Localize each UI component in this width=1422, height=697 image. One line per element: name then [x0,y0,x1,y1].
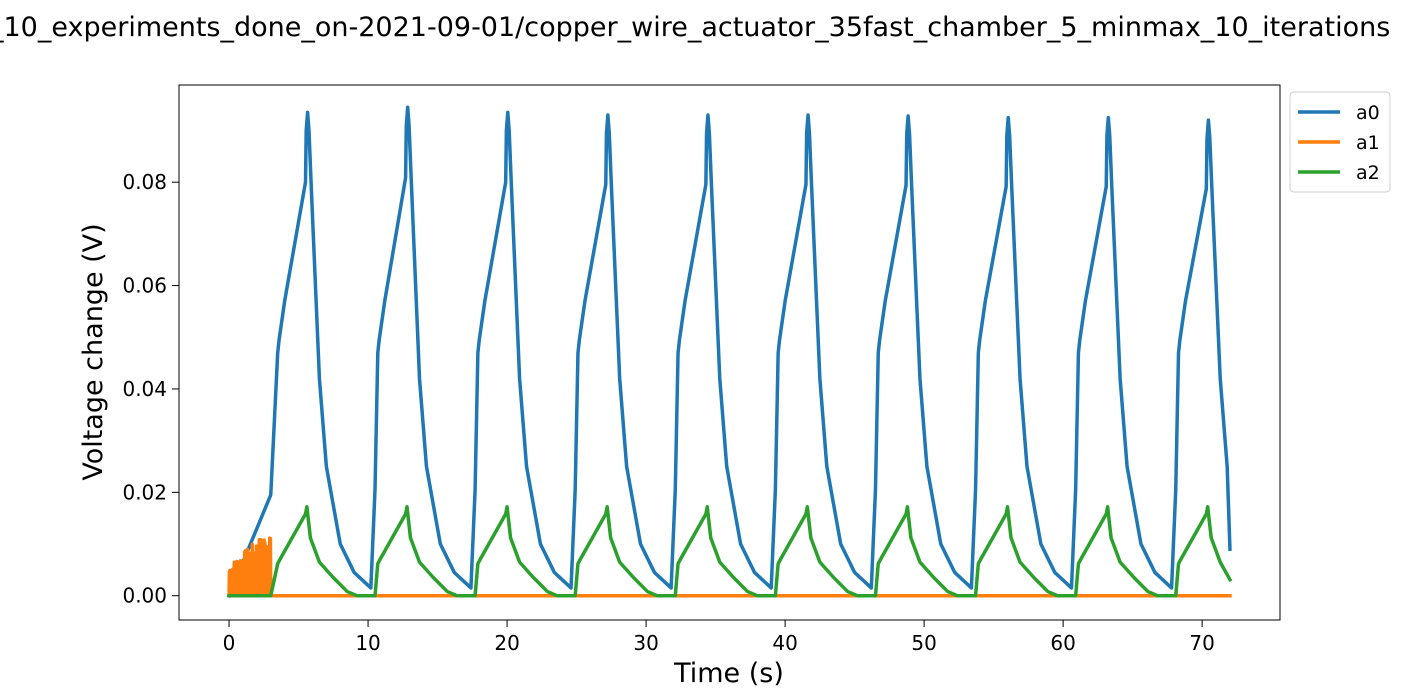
legend: a0 a1 a2 [1289,91,1391,193]
plot-frame [178,84,1281,621]
legend-label-a0: a0 [1356,102,1380,124]
x-tick-label: 30 [633,631,658,655]
x-tick-label: 0 [223,631,236,655]
legend-items: a0 a1 a2 [1298,102,1380,184]
series-line-a1 [227,536,1232,598]
x-tick-label: 10 [355,631,380,655]
y-tick-label: 0.04 [122,377,167,401]
plot-background [179,85,1280,620]
x-tick-label: 70 [1189,631,1214,655]
x-tick-label: 40 [772,631,797,655]
series-layer [226,105,1233,598]
legend-label-a1: a1 [1356,132,1380,154]
legend-label-a2: a2 [1356,162,1380,184]
x-tick-label: 50 [911,631,936,655]
y-tick-label: 0.08 [122,170,167,194]
chart-title: _10_experiments_done_on-2021-09-01/coppe… [0,12,1390,43]
plot-area [178,84,1281,621]
x-axis-label: Time (s) [673,658,784,689]
y-axis: 0.00 0.02 0.04 0.06 0.08 [122,170,179,608]
series-line-a2 [227,505,1233,598]
x-axis: 0 10 20 30 40 50 60 70 [223,620,1215,655]
y-tick-label: 0.02 [122,480,167,504]
y-axis-label: Voltage change (V) [78,223,109,480]
x-tick-label: 60 [1050,631,1075,655]
x-tick-label: 20 [494,631,519,655]
y-tick-label: 0.00 [122,584,167,608]
series-line-a0 [226,105,1232,598]
y-tick-label: 0.06 [122,274,167,298]
